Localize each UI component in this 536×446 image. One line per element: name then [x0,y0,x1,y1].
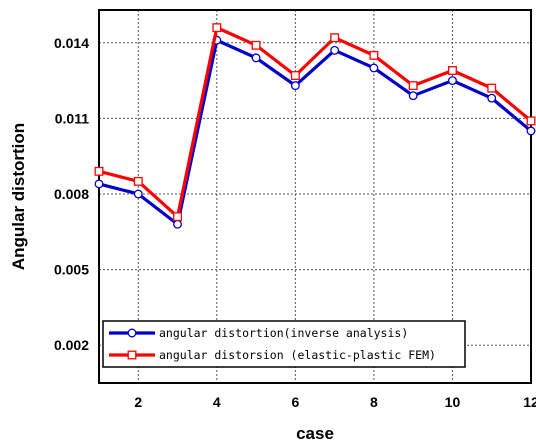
x-tick-label: 2 [134,394,142,410]
y-tick-label: 0.014 [54,35,89,51]
x-tick-label: 12 [523,394,536,410]
data-point [448,66,457,75]
data-point [369,50,379,60]
data-point [526,126,536,136]
data-point [173,219,182,229]
data-point [330,33,340,43]
x-axis-title: case [296,424,334,443]
data-point [251,53,261,63]
y-tick-label: 0.002 [54,337,89,353]
data-point [94,166,104,176]
legend-item: angular distorsion (elastic-plastic FEM) [109,348,436,362]
legend-items: angular distortion(inverse analysis) angu… [109,326,436,362]
data-point [133,176,143,186]
data-point [408,81,418,91]
x-tick-label: 6 [291,394,299,410]
data-point [290,81,300,91]
y-tick-label: 0.008 [54,186,89,202]
x-tick-label: 4 [213,394,221,410]
data-point [133,189,143,199]
data-point [448,76,457,86]
x-tick-label: 8 [370,394,378,410]
data-point [290,71,300,80]
series-2 [94,23,536,222]
plot-area-frame [98,9,532,384]
y-axis-title: Angular distortion [9,123,28,270]
data-point [173,212,182,222]
legend-label: angular distortion(inverse analysis) [159,326,408,340]
data-point [369,63,379,73]
data-point [408,91,418,101]
data-point [330,45,340,55]
data-point [526,116,536,126]
data-point [487,83,497,93]
legend-marker [127,350,137,360]
y-tick-label: 0.005 [54,262,89,278]
x-tick-label: 10 [445,394,461,410]
series-line [98,38,533,226]
legend: angular distortion(inverse analysis) angu… [102,320,466,368]
data-point [251,40,261,50]
series-layer [94,23,536,229]
legend-box [102,320,466,368]
legend-label: angular distorsion (elastic-plastic FEM) [159,348,436,362]
y-tick-labels: 0.002 0.005 0.008 0.011 0.014 [54,35,89,353]
series-line [98,26,533,219]
x-tick-labels: 2 4 6 8 10 12 [134,394,536,410]
y-tick-label: 0.011 [55,110,89,126]
data-point [94,179,104,189]
legend-item: angular distortion(inverse analysis) [109,326,408,340]
data-point [487,93,497,103]
legend-marker [127,328,137,338]
series-1 [94,35,536,229]
data-point [212,23,222,33]
